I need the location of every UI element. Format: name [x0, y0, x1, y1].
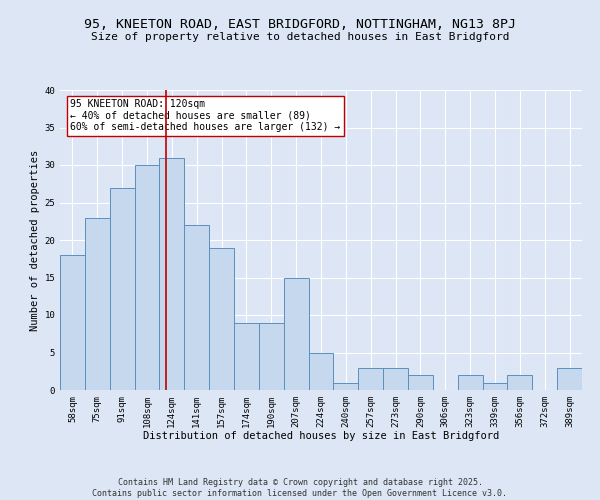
Text: Size of property relative to detached houses in East Bridgford: Size of property relative to detached ho…: [91, 32, 509, 42]
Bar: [508, 375, 532, 390]
Bar: [358, 368, 383, 390]
Bar: [134, 165, 160, 390]
Text: 95 KNEETON ROAD: 120sqm
← 40% of detached houses are smaller (89)
60% of semi-de: 95 KNEETON ROAD: 120sqm ← 40% of detache…: [70, 99, 341, 132]
Bar: [284, 278, 308, 390]
Bar: [110, 188, 134, 390]
Bar: [160, 158, 184, 390]
Bar: [383, 368, 408, 390]
Bar: [408, 375, 433, 390]
Bar: [334, 382, 358, 390]
Y-axis label: Number of detached properties: Number of detached properties: [30, 150, 40, 330]
Text: 95, KNEETON ROAD, EAST BRIDGFORD, NOTTINGHAM, NG13 8PJ: 95, KNEETON ROAD, EAST BRIDGFORD, NOTTIN…: [84, 18, 516, 30]
X-axis label: Distribution of detached houses by size in East Bridgford: Distribution of detached houses by size …: [143, 432, 499, 442]
Bar: [85, 218, 110, 390]
Bar: [60, 255, 85, 390]
Bar: [259, 322, 284, 390]
Bar: [184, 225, 209, 390]
Bar: [308, 352, 334, 390]
Text: Contains HM Land Registry data © Crown copyright and database right 2025.
Contai: Contains HM Land Registry data © Crown c…: [92, 478, 508, 498]
Bar: [458, 375, 482, 390]
Bar: [209, 248, 234, 390]
Bar: [482, 382, 508, 390]
Bar: [234, 322, 259, 390]
Bar: [557, 368, 582, 390]
